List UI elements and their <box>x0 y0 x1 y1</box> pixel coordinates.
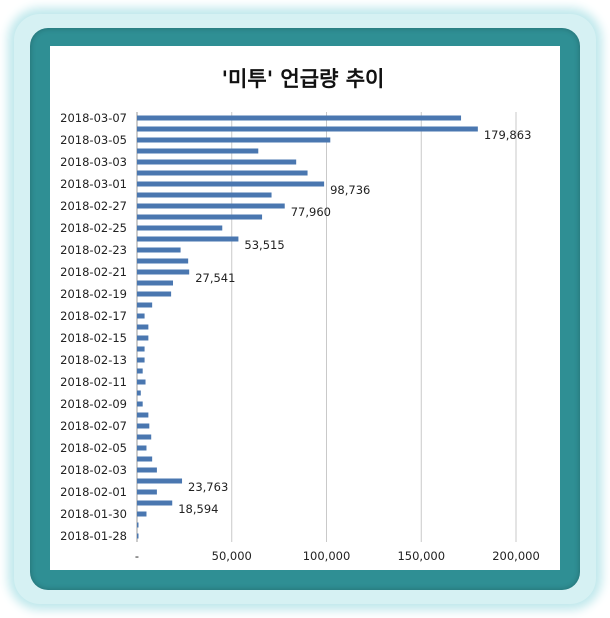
bar-2018-02-24 <box>137 236 239 242</box>
chart-title: '미투' 언급량 추이 <box>222 67 385 91</box>
x-tick-label: 100,000 <box>303 549 351 563</box>
bar-2018-01-30 <box>137 511 147 517</box>
bar-2018-02-17 <box>137 313 145 319</box>
bar-2018-02-03 <box>137 467 157 473</box>
x-tick-label: 200,000 <box>492 549 540 563</box>
y-tick-label: 2018-02-09 <box>60 397 127 411</box>
y-tick-label: 2018-02-25 <box>60 221 127 235</box>
x-tick-label: 50,000 <box>212 549 252 563</box>
y-tick-label: 2018-03-03 <box>60 155 127 169</box>
bar-2018-02-20 <box>137 280 174 286</box>
y-tick-label: 2018-02-13 <box>60 353 127 367</box>
bar-2018-03-05 <box>137 137 331 143</box>
bar-2018-02-04 <box>137 456 153 462</box>
bar-2018-02-14 <box>137 346 145 352</box>
chart-area: '미투' 언급량 추이 - 50,000 100,000 150,000 200,000… <box>50 46 560 570</box>
bar-2018-02-21 <box>137 269 190 275</box>
bar-2018-01-31 <box>137 500 173 506</box>
bar-2018-02-19 <box>137 291 172 297</box>
data-label: 179,863 <box>484 128 532 142</box>
y-tick-label: 2018-03-05 <box>60 133 127 147</box>
y-tick-label: 2018-02-19 <box>60 287 127 301</box>
bar-2018-02-07 <box>137 423 150 429</box>
bar-2018-01-29 <box>137 522 139 528</box>
bar-2018-02-22 <box>137 258 189 264</box>
bar-2018-02-16 <box>137 324 149 330</box>
data-label: 27,541 <box>195 271 235 285</box>
bar-2018-02-12 <box>137 368 143 374</box>
bar-chart: '미투' 언급량 추이 - 50,000 100,000 150,000 200,000… <box>60 67 540 563</box>
data-label: 53,515 <box>244 238 284 252</box>
y-tick-label: 2018-02-17 <box>60 309 127 323</box>
bar-2018-02-28 <box>137 192 272 198</box>
y-tick-label: 2018-03-01 <box>60 177 127 191</box>
bar-2018-02-10 <box>137 390 141 396</box>
bar-2018-02-02 <box>137 478 183 484</box>
bar-2018-02-23 <box>137 247 181 253</box>
y-tick-label: 2018-02-21 <box>60 265 127 279</box>
data-label: 77,960 <box>291 205 331 219</box>
data-label: 18,594 <box>178 502 218 516</box>
y-tick-label: 2018-01-28 <box>60 529 127 543</box>
bar-2018-02-05 <box>137 445 147 451</box>
bar-2018-02-27 <box>137 203 285 209</box>
bar-2018-02-08 <box>137 412 149 418</box>
bar-2018-03-06 <box>137 126 478 132</box>
bar-2018-02-13 <box>137 357 145 363</box>
y-tick-label: 2018-03-07 <box>60 111 127 125</box>
y-tick-label: 2018-02-23 <box>60 243 127 257</box>
bar-2018-02-15 <box>137 335 149 341</box>
x-tick-label: 150,000 <box>397 549 445 563</box>
bar-2018-03-03 <box>137 159 297 165</box>
bar-2018-02-26 <box>137 214 263 220</box>
bar-2018-02-18 <box>137 302 153 308</box>
y-tick-label: 2018-01-30 <box>60 507 127 521</box>
bar-2018-01-28 <box>137 533 139 539</box>
data-label: 23,763 <box>188 480 228 494</box>
data-label: 98,736 <box>330 183 370 197</box>
y-tick-label: 2018-02-27 <box>60 199 127 213</box>
y-tick-label: 2018-02-07 <box>60 419 127 433</box>
bar-2018-03-01 <box>137 181 325 187</box>
bar-2018-02-01 <box>137 489 157 495</box>
bar-2018-03-07 <box>137 115 462 121</box>
y-tick-label: 2018-02-01 <box>60 485 127 499</box>
y-tick-label: 2018-02-03 <box>60 463 127 477</box>
bar-2018-02-09 <box>137 401 143 407</box>
bar-2018-03-04 <box>137 148 259 154</box>
y-tick-label: 2018-02-15 <box>60 331 127 345</box>
bar-2018-03-02 <box>137 170 308 176</box>
x-tick-label: - <box>135 549 139 563</box>
bar-2018-02-25 <box>137 225 223 231</box>
bar-2018-02-11 <box>137 379 146 385</box>
y-tick-label: 2018-02-11 <box>60 375 127 389</box>
y-tick-label: 2018-02-05 <box>60 441 127 455</box>
bar-2018-02-06 <box>137 434 152 440</box>
